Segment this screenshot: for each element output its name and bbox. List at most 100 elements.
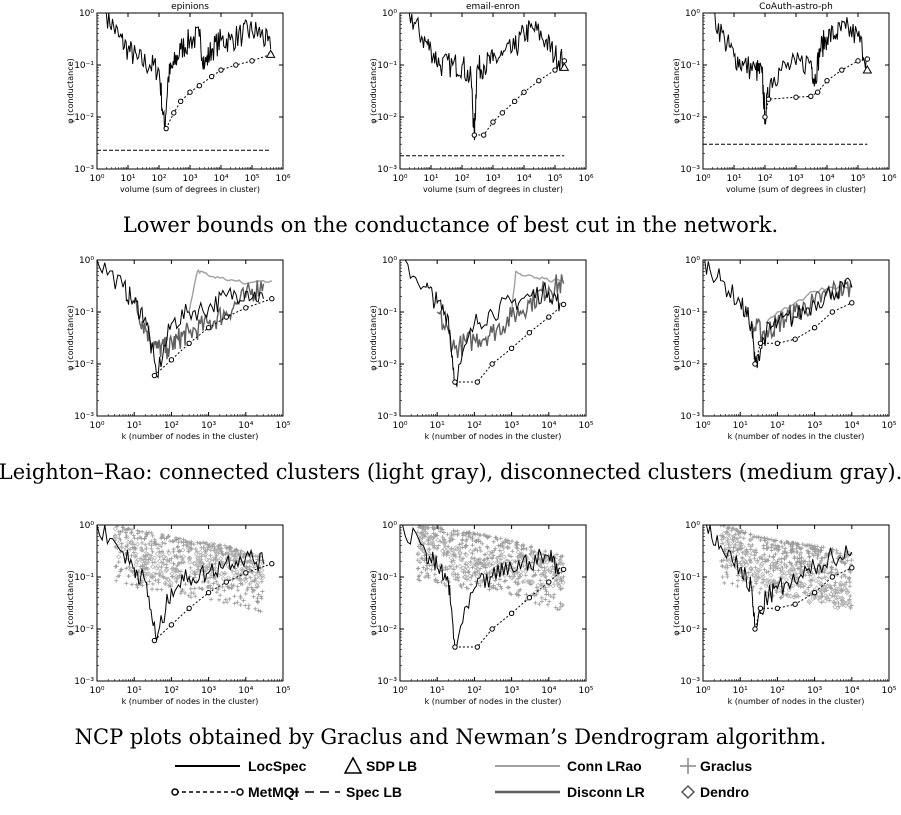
graclus-point (813, 551, 818, 556)
graclus-point (425, 525, 430, 530)
graclus-point (731, 534, 736, 539)
graclus-point (187, 555, 192, 560)
graclus-point (485, 556, 490, 561)
graclus-point (472, 548, 477, 553)
metmqi-point (855, 58, 861, 64)
metmqi-point (177, 98, 184, 105)
plot-area (400, 525, 567, 650)
metmqi-point (452, 644, 458, 650)
graclus-point (174, 553, 179, 558)
dendro-point (463, 560, 469, 566)
graclus-point (822, 570, 827, 575)
y-tick-label: 10⁻² (74, 113, 94, 123)
legend-label: Graclus (700, 758, 752, 774)
dendro-point (835, 594, 841, 600)
graclus-point (122, 527, 127, 532)
dendro-point (472, 564, 478, 570)
graclus-point (151, 541, 156, 546)
dendro-point (831, 599, 837, 605)
dendro-point (112, 526, 118, 532)
metmqi-point (765, 96, 772, 102)
dendro-point (451, 552, 457, 558)
graclus-point (127, 565, 132, 570)
graclus-point (494, 556, 499, 561)
dendro-point (172, 563, 178, 569)
graclus-point (493, 578, 498, 583)
graclus-point (725, 572, 730, 577)
dendro-point (816, 580, 822, 586)
dendro-point (149, 574, 155, 580)
dendro-point (833, 598, 839, 604)
metmqi-point (536, 77, 542, 84)
graclus-point (560, 561, 565, 566)
graclus-point (469, 555, 474, 560)
plot-area (97, 13, 274, 151)
x-tick-label: 10³ (201, 421, 216, 431)
dendro-point (198, 561, 204, 567)
dendro-point (210, 556, 216, 562)
graclus-point (497, 548, 502, 553)
graclus-point (558, 587, 563, 592)
chart-panel-r1-c2: email-enron 10⁰ 10¹ 10² 10³ 10⁴ 10⁵ 10⁶ 10⁻³ 10⁻²… (368, 0, 594, 205)
graclus-point (180, 587, 185, 592)
metmqi-point (168, 357, 175, 363)
x-tick-label: 10⁵ (881, 686, 896, 696)
dendro-point (154, 551, 160, 557)
dendro-point (161, 554, 167, 560)
graclus-point (235, 588, 240, 593)
graclus-point (222, 543, 227, 548)
dendro-point (760, 554, 766, 560)
graclus-point (779, 560, 784, 565)
chart-panel-r1-c3: CoAuth-astro-ph 10⁰ 10¹ 10² 10³ 10⁴ 10⁵ 10⁶ 10⁻³… (671, 0, 897, 205)
graclus-point (116, 560, 121, 565)
metmqi-point (187, 89, 193, 95)
y-tick-label: 10⁰ (685, 521, 700, 531)
dendro-point (420, 547, 426, 553)
y-tick-label: 10⁰ (79, 521, 94, 531)
graclus-point (774, 590, 779, 595)
chart-svg: 10⁰ 10¹ 10² 10³ 10⁴ 10⁵ 10⁻³ 10⁻² 10⁻¹ 10⁰ k (numb… (672, 521, 897, 706)
dendro-point (555, 578, 561, 584)
graclus-point (191, 591, 196, 596)
graclus-point (558, 575, 563, 580)
graclus-point (441, 530, 446, 535)
graclus-point (140, 529, 145, 534)
dendro-point (722, 541, 728, 547)
graclus-point (200, 587, 205, 592)
dendro-point (472, 570, 478, 576)
graclus-point (838, 551, 843, 556)
graclus-point (256, 608, 261, 613)
y-tick-label: 10⁰ (79, 256, 94, 266)
graclus-point (450, 537, 455, 542)
graclus-point (822, 555, 827, 560)
dendro-point (767, 579, 773, 585)
graclus-point (848, 606, 853, 611)
graclus-point (174, 537, 179, 542)
graclus-point (524, 592, 529, 597)
graclus-point (726, 526, 731, 531)
graclus-point (186, 549, 191, 554)
dendro-point (815, 595, 821, 601)
graclus-point (438, 529, 443, 534)
graclus-point (805, 543, 810, 548)
graclus-point (249, 579, 254, 584)
dendro-point (457, 550, 463, 556)
plot-frame (399, 259, 587, 417)
x-axis-label: k (number of nodes in the cluster) (425, 697, 562, 706)
dendro-point (449, 564, 455, 570)
circle-marker-icon (236, 788, 244, 796)
graclus-point (733, 527, 738, 532)
graclus-point (807, 564, 812, 569)
y-tick-label: 10⁻¹ (74, 61, 94, 71)
graclus-point (743, 530, 748, 535)
dendro-point (514, 578, 520, 584)
graclus-point (150, 533, 155, 538)
graclus-point (425, 531, 430, 536)
graclus-point (223, 551, 228, 556)
dendro-point (125, 539, 131, 545)
y-tick-label: 10⁻² (680, 360, 700, 370)
chart-svg: email-enron 10⁰ 10¹ 10² 10³ 10⁴ 10⁵ 10⁶ 10⁻³ 10⁻²… (369, 2, 594, 194)
graclus-point (847, 580, 852, 585)
dendro-point (120, 546, 126, 552)
dendro-point (823, 593, 829, 599)
